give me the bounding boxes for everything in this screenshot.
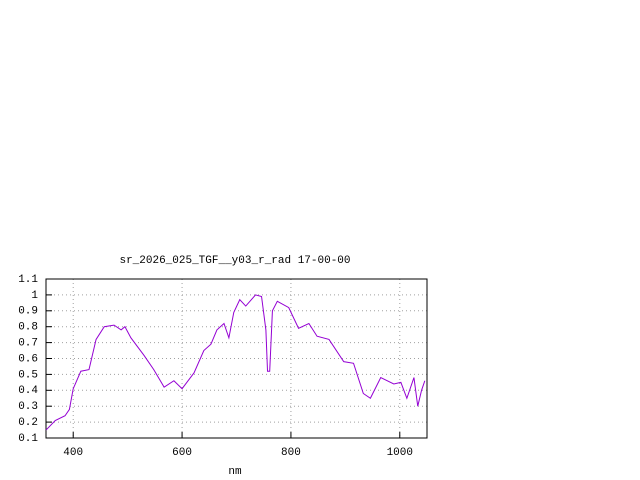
y-tick-label: 1.1 xyxy=(18,274,38,286)
y-tick-label: 0.1 xyxy=(18,433,38,445)
y-tick-label: 1 xyxy=(31,290,38,302)
x-tick-label: 400 xyxy=(63,447,83,459)
y-tick-label: 0.8 xyxy=(18,322,38,334)
spectrum-line xyxy=(45,294,426,431)
x-axis-label: nm xyxy=(228,466,242,478)
x-tick-label: 600 xyxy=(172,447,192,459)
y-tick-label: 0.3 xyxy=(18,401,38,413)
y-tick-label: 0.4 xyxy=(18,385,38,397)
y-tick-label: 0.7 xyxy=(18,338,38,350)
y-tick-label: 0.6 xyxy=(18,353,38,365)
y-tick-label: 0.9 xyxy=(18,306,38,318)
x-tick-label: 1000 xyxy=(387,447,413,459)
y-tick-label: 0.2 xyxy=(18,417,38,429)
plot-frame xyxy=(45,278,428,439)
x-tick-label: 800 xyxy=(281,447,301,459)
y-tick-label: 0.5 xyxy=(18,369,38,381)
chart-title: sr_2026_025_TGF__y03_r_rad 17-00-00 xyxy=(119,255,350,267)
